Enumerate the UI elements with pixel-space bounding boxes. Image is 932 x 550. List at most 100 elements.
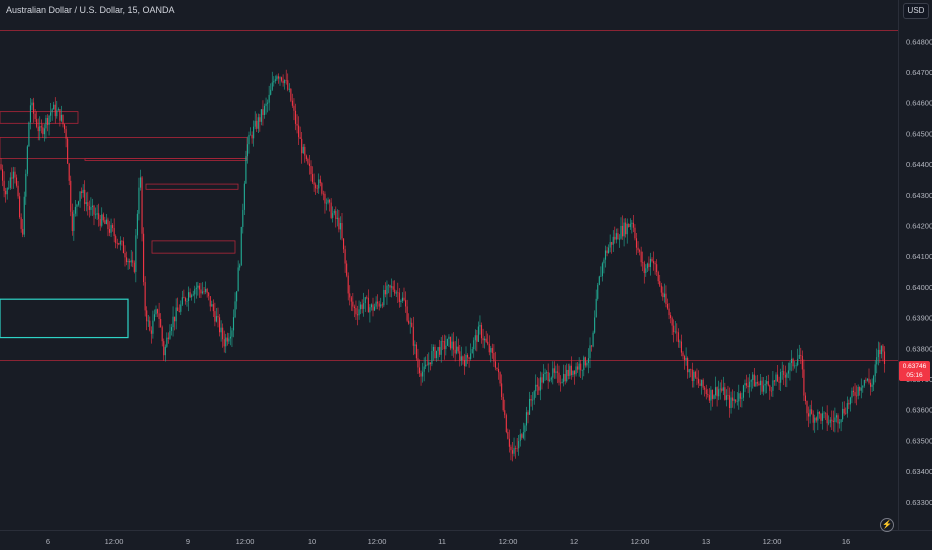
candle-body <box>736 401 738 402</box>
candle-body <box>563 374 565 382</box>
candle-body <box>158 313 160 319</box>
candle-body <box>499 372 501 384</box>
y-tick-label: 0.64500 <box>906 129 932 138</box>
candle-body <box>606 250 608 254</box>
candle-body <box>642 262 644 263</box>
candle-body <box>445 345 447 350</box>
candle-body <box>287 80 289 90</box>
candle-body <box>205 288 207 292</box>
candle-body <box>639 250 641 252</box>
candle-body <box>620 225 622 239</box>
candle-body <box>704 387 706 390</box>
candle-body <box>496 367 498 370</box>
candle-body <box>439 347 441 355</box>
candle-body <box>412 326 414 346</box>
candle-body <box>356 314 359 316</box>
candle-body <box>127 261 129 263</box>
candle-body <box>293 105 295 111</box>
candle-body <box>308 163 310 166</box>
candle-body <box>728 395 731 409</box>
candle-body <box>846 403 848 414</box>
candle-body <box>394 289 396 294</box>
candle-body <box>873 376 875 385</box>
candle-body <box>501 383 503 397</box>
candle-body <box>91 205 93 208</box>
candle-body <box>453 341 455 350</box>
candle-body <box>113 228 115 237</box>
candle-body <box>694 371 696 378</box>
candle-body <box>285 80 287 81</box>
candle-body <box>325 202 328 204</box>
bolt-icon[interactable]: ⚡ <box>880 518 894 532</box>
candle-body <box>570 365 572 376</box>
candle-body <box>82 189 84 193</box>
candle-body <box>750 380 752 382</box>
candle-body <box>350 297 352 302</box>
candle-body <box>456 346 458 354</box>
candle-body <box>868 378 870 383</box>
candle-body <box>530 398 532 401</box>
candle-body <box>129 261 131 263</box>
candle-body <box>462 356 464 361</box>
candle-body <box>725 395 727 400</box>
x-tick-label: 12:00 <box>105 537 124 546</box>
candle-body <box>595 298 597 318</box>
candle-body <box>339 223 341 230</box>
candle-body <box>591 345 593 347</box>
candle-body <box>411 322 413 327</box>
candle-body <box>330 202 332 218</box>
candle-body <box>206 288 208 293</box>
candle-body <box>808 413 810 417</box>
candle-body <box>721 388 723 391</box>
candle-body <box>617 233 619 240</box>
candle-body <box>837 415 839 424</box>
candle-body <box>426 364 428 366</box>
candle-body <box>560 382 562 384</box>
candle-body <box>381 304 383 306</box>
candle-body <box>640 251 642 263</box>
candle-body <box>3 180 5 191</box>
candle-body <box>246 144 248 157</box>
candle-body <box>335 210 337 219</box>
candle-body <box>468 357 470 359</box>
candle-body <box>253 126 255 139</box>
candle-body <box>653 261 655 264</box>
candle-body <box>257 117 259 129</box>
candle-body <box>572 370 574 376</box>
candle-body <box>550 377 552 380</box>
candle-body <box>792 358 794 367</box>
candle-body <box>463 360 465 367</box>
candle-body <box>625 222 627 235</box>
candle-body <box>654 263 656 265</box>
candle-body <box>60 114 62 121</box>
candle-body <box>632 222 634 228</box>
candle-body <box>848 403 850 405</box>
y-tick-label: 0.63800 <box>906 344 932 353</box>
candle-body <box>440 340 442 355</box>
candle-body <box>380 304 382 307</box>
candle-body <box>387 285 390 286</box>
candle-body <box>39 126 41 132</box>
zone-box <box>145 183 239 190</box>
candle-body <box>618 238 620 240</box>
candle-body <box>556 371 558 373</box>
candle-body <box>476 335 478 342</box>
candle-body <box>260 109 262 122</box>
candle-body <box>507 432 509 439</box>
currency-badge[interactable]: USD <box>903 3 929 19</box>
candle-body <box>301 138 303 154</box>
candle-body <box>857 386 859 396</box>
candle-body <box>105 219 107 224</box>
candle-body <box>699 383 701 386</box>
candle-body <box>163 341 165 356</box>
candle-body <box>268 94 270 103</box>
candle-body <box>318 179 320 189</box>
candle-body <box>522 432 524 438</box>
candle-body <box>781 371 783 373</box>
candle-body <box>533 391 535 400</box>
candle-body <box>803 369 805 396</box>
candle-body <box>414 344 416 346</box>
candle-body <box>51 109 53 113</box>
candle-body <box>863 379 865 386</box>
